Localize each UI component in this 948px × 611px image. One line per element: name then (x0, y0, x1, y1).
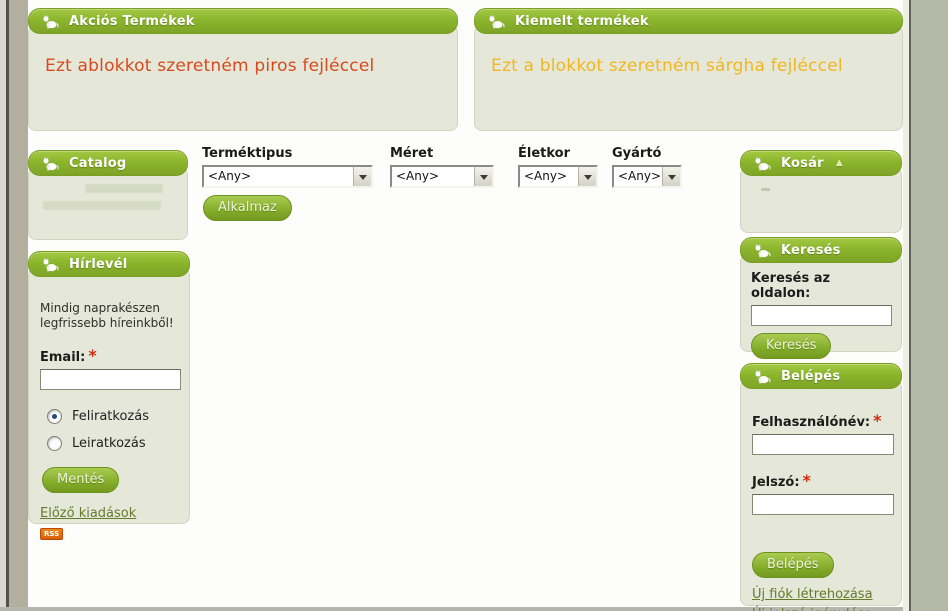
login-links: Új fiók létrehozása Új jelszó igénylése (752, 587, 890, 611)
mascot-icon (753, 242, 771, 258)
left-edge-light (0, 0, 6, 611)
hirlevel-block: Hírlevél Mindig naprakészen legfrissebb … (28, 251, 190, 540)
required-marker: * (88, 346, 97, 365)
termektipus-label: Terméktipus (202, 146, 293, 161)
kiemelt-termekek-block: Kiemelt termékek Ezt a blokkot szeretném… (474, 8, 903, 131)
chevron-down-icon[interactable] (578, 167, 596, 186)
kosar-body (740, 167, 902, 233)
eletkor-label: Életkor (518, 146, 571, 161)
hirlevel-body: Mindig naprakészen legfrissebb híreinkbő… (28, 268, 190, 540)
subscribe-option-row: Feliratkozás (47, 409, 178, 424)
eletkor-selected-value: <Any> (524, 169, 568, 183)
required-marker: * (873, 411, 882, 430)
gyarto-selected-value: <Any> (618, 169, 662, 183)
mascot-icon (753, 368, 771, 384)
right-edge-gap (903, 0, 909, 611)
hirlevel-title: Hírlevél (69, 256, 128, 272)
right-edge-dark-line (909, 0, 911, 611)
required-marker: * (802, 471, 811, 490)
right-edge-column (911, 0, 948, 611)
kosar-header: Kosár ▲ (740, 150, 902, 176)
chevron-down-icon[interactable] (353, 167, 371, 186)
kiemelt-termekek-title: Kiemelt termékek (515, 13, 649, 29)
feliratkozas-label: Feliratkozás (72, 409, 149, 424)
termektipus-filter: Terméktipus <Any> (202, 146, 373, 188)
elozo-kiadasok-link[interactable]: Előző kiadások (40, 506, 137, 521)
rss-icon[interactable]: RSS (40, 528, 64, 540)
username-label-row: Felhasználónév: * (752, 411, 890, 430)
akcios-termekek-body: Ezt ablokkot szeretném piros fejléccel (28, 25, 458, 131)
search-label: Keresés az oldalon: (751, 271, 831, 301)
mascot-icon (41, 13, 59, 29)
kereses-header: Keresés (740, 237, 902, 263)
kereses-body: Keresés az oldalon: Keresés (740, 254, 902, 359)
akcios-termekek-header: Akciós Termékek (28, 8, 458, 34)
unsubscribe-option-row: Leiratkozás (47, 436, 178, 451)
catalog-body (28, 167, 188, 240)
belepes-block: Belépés Felhasználónév: * Jelszó: * Belépé… (740, 363, 902, 611)
bottom-edge (0, 607, 911, 611)
meret-label: Méret (390, 146, 434, 161)
gyarto-filter: Gyártó <Any> (612, 146, 682, 188)
feliratkozas-radio[interactable] (47, 409, 62, 424)
catalog-title: Catalog (69, 155, 127, 171)
alkalmaz-button[interactable]: Alkalmaz (203, 195, 292, 221)
hirlevel-header: Hírlevél (28, 251, 190, 277)
kosar-block: Kosár ▲ (740, 150, 902, 233)
akcios-termekek-title: Akciós Termékek (69, 13, 195, 29)
email-label-row: Email: * (40, 346, 178, 365)
mascot-icon (41, 155, 59, 171)
termektipus-selected-value: <Any> (208, 169, 252, 183)
mascot-icon (487, 13, 505, 29)
new-account-link[interactable]: Új fiók létrehozása (752, 587, 873, 602)
password-label-row: Jelszó: * (752, 471, 890, 490)
catalog-block: Catalog (28, 150, 188, 240)
mentes-button[interactable]: Mentés (42, 467, 120, 493)
eletkor-filter: Életkor <Any> (518, 146, 598, 188)
meret-filter: Méret <Any> (390, 146, 494, 188)
belepes-header: Belépés (740, 363, 902, 389)
kiemelt-termekek-header: Kiemelt termékek (474, 8, 903, 34)
faded-cart-text (761, 188, 770, 191)
username-field[interactable] (752, 434, 894, 455)
akcios-message: Ezt ablokkot szeretném piros fejléccel (45, 56, 375, 76)
password-label: Jelszó: (752, 475, 800, 490)
kosar-title: Kosár (781, 155, 824, 171)
akcios-termekek-block: Akciós Termékek Ezt ablokkot szeretném p… (28, 8, 458, 131)
belepes-button[interactable]: Belépés (752, 552, 834, 578)
search-input[interactable] (751, 305, 892, 326)
kereses-title: Keresés (781, 242, 841, 258)
faded-catalog-link (43, 201, 161, 210)
collapse-arrow-icon[interactable]: ▲ (835, 158, 843, 168)
meret-selected-value: <Any> (396, 169, 440, 183)
email-field[interactable] (40, 369, 181, 390)
gyarto-label: Gyártó (612, 146, 662, 161)
leiratkozas-label: Leiratkozás (72, 436, 146, 451)
kereses-block: Keresés Keresés az oldalon: Keresés (740, 237, 902, 359)
username-label: Felhasználónév: (752, 415, 871, 430)
belepes-title: Belépés (781, 368, 841, 384)
chevron-down-icon[interactable] (474, 167, 492, 186)
newsletter-intro-text: Mindig naprakészen legfrissebb híreinkbő… (40, 301, 174, 330)
left-edge-dark-line (6, 0, 9, 611)
kiemelt-termekek-body: Ezt a blokkot szeretném sárgha fejléccel (474, 25, 903, 131)
termektipus-select[interactable]: <Any> (202, 165, 373, 188)
mascot-icon (753, 155, 771, 171)
left-edge-column (9, 0, 28, 611)
email-label: Email: (40, 350, 86, 365)
kiemelt-message: Ezt a blokkot szeretném sárgha fejléccel (491, 56, 843, 76)
new-password-link[interactable]: Új jelszó igénylése (752, 607, 890, 611)
faded-catalog-link (85, 184, 163, 193)
mascot-icon (41, 256, 59, 272)
gyarto-select[interactable]: <Any> (612, 165, 682, 188)
chevron-down-icon[interactable] (662, 167, 680, 186)
catalog-header: Catalog (28, 150, 188, 176)
meret-select[interactable]: <Any> (390, 165, 494, 188)
leiratkozas-radio[interactable] (47, 436, 62, 451)
kereses-button[interactable]: Keresés (751, 333, 832, 359)
belepes-body: Felhasználónév: * Jelszó: * Belépés Új fió… (740, 380, 902, 611)
password-field[interactable] (752, 494, 894, 515)
eletkor-select[interactable]: <Any> (518, 165, 598, 188)
